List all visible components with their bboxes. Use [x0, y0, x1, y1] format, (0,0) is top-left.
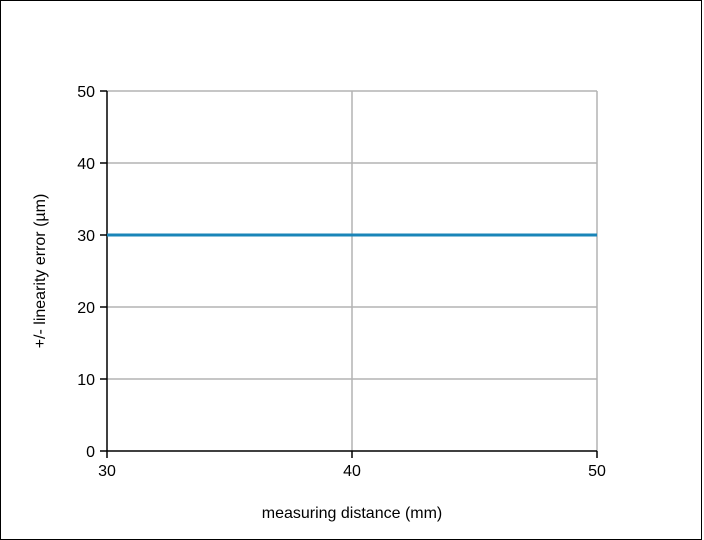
x-tick-label: 40	[343, 463, 361, 480]
y-tick-label: 30	[77, 228, 95, 245]
x-tick-label: 50	[588, 463, 606, 480]
grid-lines	[107, 90, 598, 451]
x-axis-title: measuring distance (mm)	[262, 505, 443, 522]
axes	[100, 90, 598, 458]
x-tick-label: 30	[98, 463, 116, 480]
y-tick-label: 40	[77, 156, 95, 173]
y-tick-label: 20	[77, 300, 95, 317]
y-tick-label: 0	[86, 444, 95, 461]
y-tick-label: 10	[77, 372, 95, 389]
tick-labels: 0 10 20 30 40 50 30 40 50	[77, 84, 606, 480]
y-tick-label: 50	[77, 84, 95, 101]
y-axis-title: +/- linearity error (µm)	[32, 194, 49, 349]
